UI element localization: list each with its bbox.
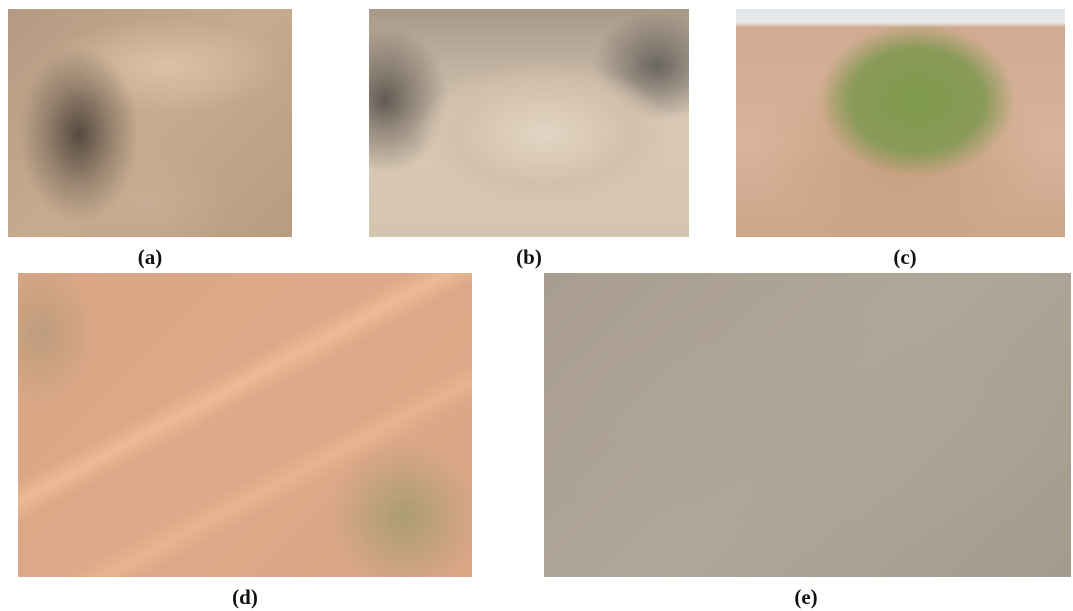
panel-label: (b) [489,245,569,270]
photo-c [736,9,1065,237]
panel-label: (e) [766,585,846,610]
figure: (a) (b) (c) (d) (e) [0,0,1073,611]
photo-b [369,9,689,237]
panel-label: (a) [110,245,190,270]
photo-e [544,273,1071,577]
photo-d [18,273,472,577]
panel-label: (d) [205,585,285,610]
photo-a [8,9,292,237]
panel-label: (c) [865,245,945,270]
